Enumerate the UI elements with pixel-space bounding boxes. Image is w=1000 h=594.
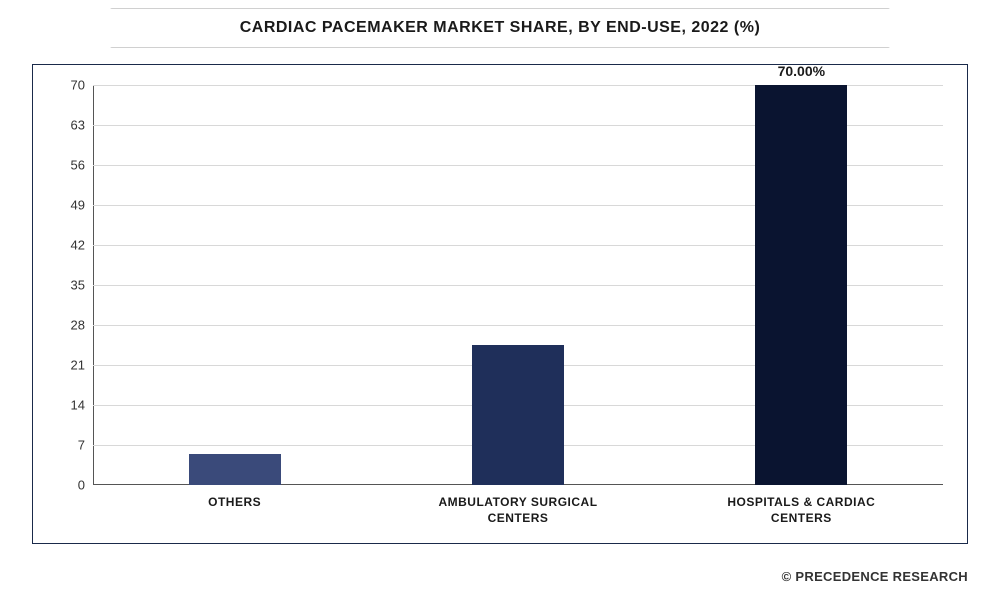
y-tick-label: 7 [53,438,85,453]
y-tick-label: 42 [53,238,85,253]
chart-title: CARDIAC PACEMAKER MARKET SHARE, BY END-U… [240,19,761,37]
y-tick-label: 0 [53,478,85,493]
x-tick-label: OTHERS [135,495,335,511]
bar-value-label: 70.00% [778,63,825,79]
y-tick-label: 49 [53,198,85,213]
plot-area: 07142128354249566370OTHERSAMBULATORY SUR… [93,85,943,485]
footer-credit: © PRECEDENCE RESEARCH [782,569,968,584]
x-tick-label: HOSPITALS & CARDIAC CENTERS [701,495,901,526]
bar [189,454,281,485]
y-tick-label: 35 [53,278,85,293]
y-tick-label: 56 [53,158,85,173]
title-banner: CARDIAC PACEMAKER MARKET SHARE, BY END-U… [0,0,1000,56]
bar [755,85,847,485]
y-tick-label: 70 [53,78,85,93]
x-tick-label: AMBULATORY SURGICAL CENTERS [418,495,618,526]
y-tick-label: 28 [53,318,85,333]
y-tick-label: 21 [53,358,85,373]
bar [472,345,564,485]
chart-frame: 0 7 14 21 28 35 42 49 56 63 70 OTHERS AMBULATORY SUR… [32,64,968,544]
y-tick-label: 14 [53,398,85,413]
y-tick-label: 63 [53,118,85,133]
